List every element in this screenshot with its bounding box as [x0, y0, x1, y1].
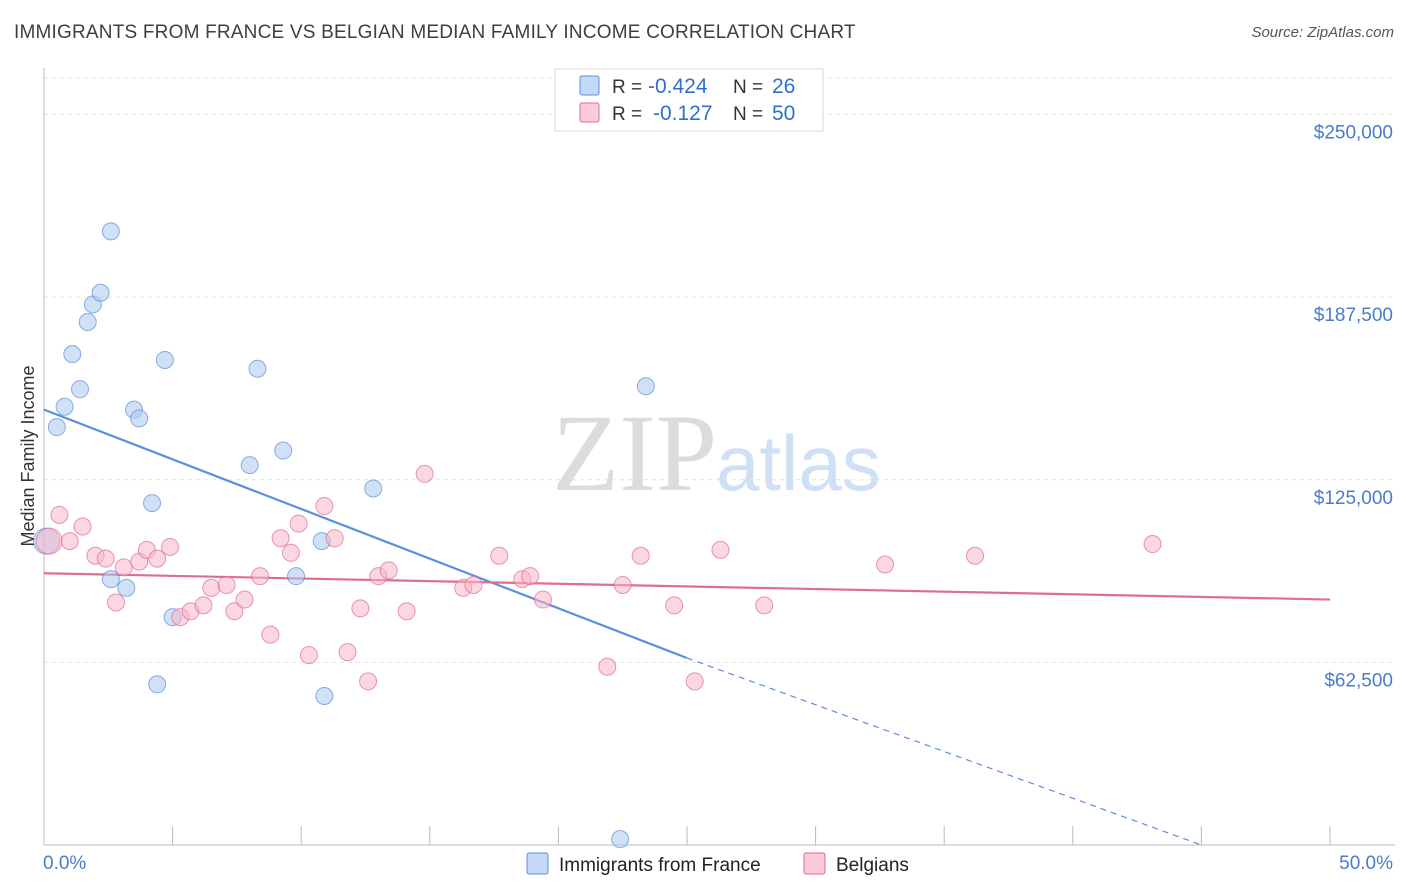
watermark-zip: ZIP — [552, 392, 717, 514]
data-point — [101, 570, 120, 589]
data-point — [611, 830, 630, 849]
data-point — [271, 529, 290, 548]
stats-n-label-france: N = — [733, 77, 763, 98]
data-point — [143, 494, 162, 513]
data-point — [966, 546, 985, 565]
data-point — [325, 529, 344, 548]
stats-n-label-belgians: N = — [733, 104, 763, 125]
chart-title: IMMIGRANTS FROM FRANCE VS BELGIAN MEDIAN… — [14, 22, 856, 43]
data-point — [289, 514, 308, 533]
stats-n-value-france: 26 — [772, 75, 795, 98]
data-point — [397, 602, 416, 621]
chart-source: Source: ZipAtlas.com — [1251, 24, 1394, 41]
data-point — [148, 675, 167, 694]
stats-legend-box — [554, 68, 824, 132]
legend-swatch-belgians — [803, 852, 826, 875]
trendline-0 — [43, 408, 688, 660]
data-point — [364, 479, 383, 498]
data-point — [533, 590, 552, 609]
legend-label-belgians: Belgians — [836, 855, 909, 876]
stats-swatch-france — [579, 75, 600, 96]
data-point — [490, 546, 509, 565]
stats-legend: R = -0.424 N = 26 R = -0.127 N = 50 — [554, 68, 824, 132]
data-point — [711, 540, 730, 559]
data-point — [73, 517, 92, 536]
data-point — [521, 567, 540, 586]
data-point — [251, 567, 270, 586]
data-point — [71, 380, 90, 399]
y-axis-label: Median Family Income — [18, 365, 38, 546]
data-point — [315, 686, 334, 705]
legend-swatch-france — [526, 852, 549, 875]
data-point — [379, 561, 398, 580]
data-point — [35, 527, 63, 555]
trendline-extension-0 — [686, 657, 1202, 846]
data-point — [274, 441, 293, 460]
stats-r-label-france: R = — [612, 77, 642, 98]
data-point — [287, 567, 306, 586]
watermark: ZIP atlas — [552, 392, 881, 514]
y-tick-label: $250,000 — [1314, 123, 1393, 144]
data-point — [281, 543, 300, 562]
data-point — [225, 602, 244, 621]
data-point — [78, 312, 97, 331]
data-point — [148, 549, 167, 568]
data-point — [161, 537, 180, 556]
data-point — [63, 345, 82, 364]
data-point — [101, 222, 120, 241]
data-point — [665, 596, 684, 615]
data-point — [338, 643, 357, 662]
data-point — [755, 596, 774, 615]
data-point — [91, 283, 110, 302]
data-point — [464, 575, 483, 594]
data-point — [1143, 535, 1162, 554]
data-point — [107, 593, 126, 612]
data-point — [359, 672, 378, 691]
data-point — [351, 599, 370, 618]
data-point — [96, 549, 115, 568]
y-tick-label: $125,000 — [1314, 488, 1393, 509]
data-point — [240, 456, 259, 475]
x-tick-label-min: 0.0% — [43, 853, 86, 874]
stats-r-label-belgians: R = — [612, 104, 642, 125]
data-point — [55, 397, 74, 416]
data-point — [876, 555, 895, 574]
data-point — [155, 350, 174, 369]
data-point — [217, 575, 236, 594]
x-tick-label-max: 50.0% — [1339, 853, 1393, 874]
legend-label-france: Immigrants from France — [559, 855, 761, 876]
data-point — [631, 546, 650, 565]
data-point — [598, 657, 617, 676]
data-point — [415, 464, 434, 483]
stats-r-value-france: -0.424 — [648, 75, 708, 98]
y-tick-label: $62,500 — [1324, 670, 1393, 691]
stats-swatch-belgians — [579, 102, 600, 123]
data-point — [235, 590, 254, 609]
data-point — [47, 418, 66, 437]
data-point — [60, 532, 79, 551]
data-point — [50, 505, 69, 524]
data-point — [636, 377, 655, 396]
watermark-atlas: atlas — [716, 419, 881, 507]
y-tick-label: $187,500 — [1314, 305, 1393, 326]
series-legend: Immigrants from France Belgians — [526, 852, 909, 876]
data-point — [613, 575, 632, 594]
stats-r-value-belgians: -0.127 — [653, 102, 713, 125]
data-point — [117, 578, 136, 597]
data-point — [685, 672, 704, 691]
data-point — [114, 558, 133, 577]
stats-n-value-belgians: 50 — [772, 102, 795, 125]
data-point — [261, 625, 280, 644]
data-point — [299, 646, 318, 665]
data-point — [248, 359, 267, 378]
data-point — [315, 497, 334, 516]
data-point — [202, 578, 221, 597]
data-point — [194, 596, 213, 615]
data-point — [130, 409, 149, 428]
